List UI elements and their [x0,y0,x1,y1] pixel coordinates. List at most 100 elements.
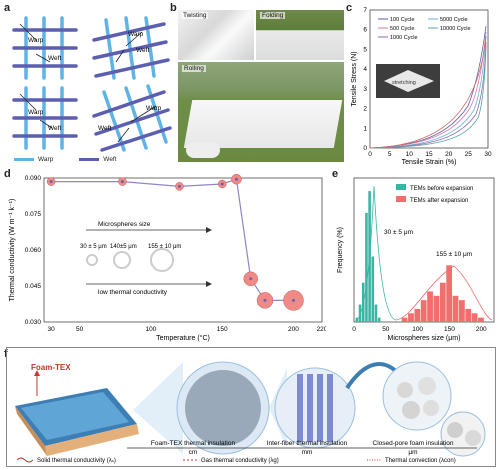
e-bar-0-1 [358,304,362,322]
d-x-tick-3: 150 [217,326,228,333]
panel-e-letter: e [332,168,339,180]
f-foam-label: Foam-TEX [31,363,71,372]
d-point-core-2 [177,184,181,188]
e-bar-1-8 [452,295,459,322]
c-x-tick-1: 5 [388,151,392,158]
d-annot-s1: 30 ± 5 μm [80,244,107,250]
d-point-core-0 [49,180,53,184]
a-warp-3: Warp [28,109,44,116]
legend-weft-label: Weft [103,156,117,163]
c-y-tick-2: 2 [363,106,367,113]
c-x-tick-2: 10 [406,151,414,158]
f-circle-interfiber [274,367,356,449]
f-circle-pore [382,361,452,431]
d-point-core-4 [234,177,238,181]
e-x-tick-1: 50 [382,326,390,333]
c-y-tick-3: 3 [363,86,367,93]
f-scale2: Inter-fiber thermal insulation [267,440,348,447]
label-rolling: Rolling [182,65,206,72]
e-bar-1-4 [427,291,433,322]
d-point-core-6 [263,298,267,302]
panel-d-chart: 30 50 100 150 200 220 0.030 0.045 0.060 0.075 0.09… [9,173,326,342]
panel-f-schematic: Foam-TEX Skin Foam-TEX thermal insulatio… [15,361,486,464]
e-bar-1-3 [420,300,427,322]
c-legend-2: 1000 Cycle [390,35,418,41]
c-y-tick-5: 5 [363,46,367,53]
a-warp-4: Warp [146,105,162,112]
e-bar-1-6 [439,282,446,322]
d-y-tick-1: 0.045 [25,283,42,290]
d-annot-s3: 155 ± 10 μm [148,244,181,250]
c-legend-1: 500 Cycle [390,26,414,32]
e-bar-1-5 [433,295,440,322]
e-legend-after: TEMs after expansion [410,198,468,204]
f-skin-label: Skin [19,441,32,448]
d-annotation: Microspheres size 30 ± 5 μm 140±5 μm 155… [80,221,212,296]
panel-a-letter: a [4,2,11,14]
c-x-tick-3: 15 [425,151,433,158]
d-size-circle-3 [150,248,174,272]
e-bar-1-11 [471,313,478,322]
legend-weft-swatch [79,158,100,161]
f-legend3: Thermal convection (λcon) [385,458,456,464]
e-x-tick-3: 150 [444,326,455,333]
e-bar-0-6 [374,304,378,322]
e-bar-1-0 [401,317,408,322]
c-x-tick-6: 30 [484,151,492,158]
e-bar-1-10 [465,308,472,322]
a-warp-1: Warp [28,37,44,44]
a-weft-3: Weft [48,125,61,132]
e-bar-1-12 [478,317,484,322]
panel-a-weave-diagrams: Warp Weft Warp Weft Warp Weft Warp Weft [12,16,172,152]
e-bar-1-7 [446,265,453,322]
d-annot-s2: 140±5 μm [110,244,137,250]
d-size-circle-1 [86,254,98,266]
e-ylabel: Frequency (%) [337,227,344,273]
e-bar-0-3 [365,212,368,322]
d-annot-low: low thermal conductivity [98,289,168,296]
panel-e-chart: 0 50 100 150 200 TEMs before expansion TEMs … [337,177,495,342]
c-y-tick-7: 7 [363,7,367,14]
f-scale2-unit: mm [302,449,313,456]
f-legend1: Solid thermal conductivity (λₛ) [37,458,116,464]
e-bar-0-7 [377,317,381,322]
photo-rolling: Rolling [178,62,344,162]
e-legend-before: TEMs before expansion [410,186,473,192]
panel-c-chart: stretching 100 Cycle 500 Cycle 1000 Cycl… [351,7,492,166]
d-y-tick-0: 0.030 [25,319,42,326]
photo-twisting: Twisting [178,10,254,60]
e-x-tick-0: 0 [352,326,356,333]
label-twisting: Twisting [181,12,209,19]
d-point-core-1 [120,180,124,184]
d-annot-size: Microspheres size [98,221,151,228]
d-x-tick-2: 100 [145,326,156,333]
panel-f-letter: f [4,348,8,360]
e-bar-1-1 [408,313,414,322]
photo-folding: Folding [256,10,344,60]
panel-b-letter: b [170,2,177,14]
c-legend-3: 5000 Cycle [440,17,468,23]
e-x-tick-2: 100 [412,326,423,333]
e-label-after: 155 ± 10 μm [436,251,472,258]
a-weft-4: Weft [98,125,111,132]
c-y-tick-1: 1 [363,125,367,132]
d-point-core-3 [220,182,224,186]
panel-f-box [6,347,496,467]
d-x-tick-5: 220 [317,326,326,333]
d-y-tick-2: 0.060 [25,247,42,254]
c-legend-0: 100 Cycle [390,17,414,23]
legend-warp-label: Warp [38,156,54,163]
panel-d-letter: d [4,168,11,180]
stretch-label: stretching [392,80,416,86]
d-y-tick-4: 0.090 [25,175,42,182]
d-y-tick-3: 0.075 [25,211,42,218]
c-y-tick-4: 4 [363,66,367,73]
f-scale3: Closed-pore foam insulation [373,440,454,447]
f-legend2: Gas thermal conductivity (λg) [201,458,279,464]
a-weft-2: Weft [136,47,149,54]
legend-warp-swatch [14,158,34,161]
e-bar-1-9 [459,300,465,322]
d-x-tick-1: 50 [76,326,84,333]
c-x-tick-0: 0 [368,151,372,158]
c-xlabel: Tensile Strain (%) [402,159,457,166]
